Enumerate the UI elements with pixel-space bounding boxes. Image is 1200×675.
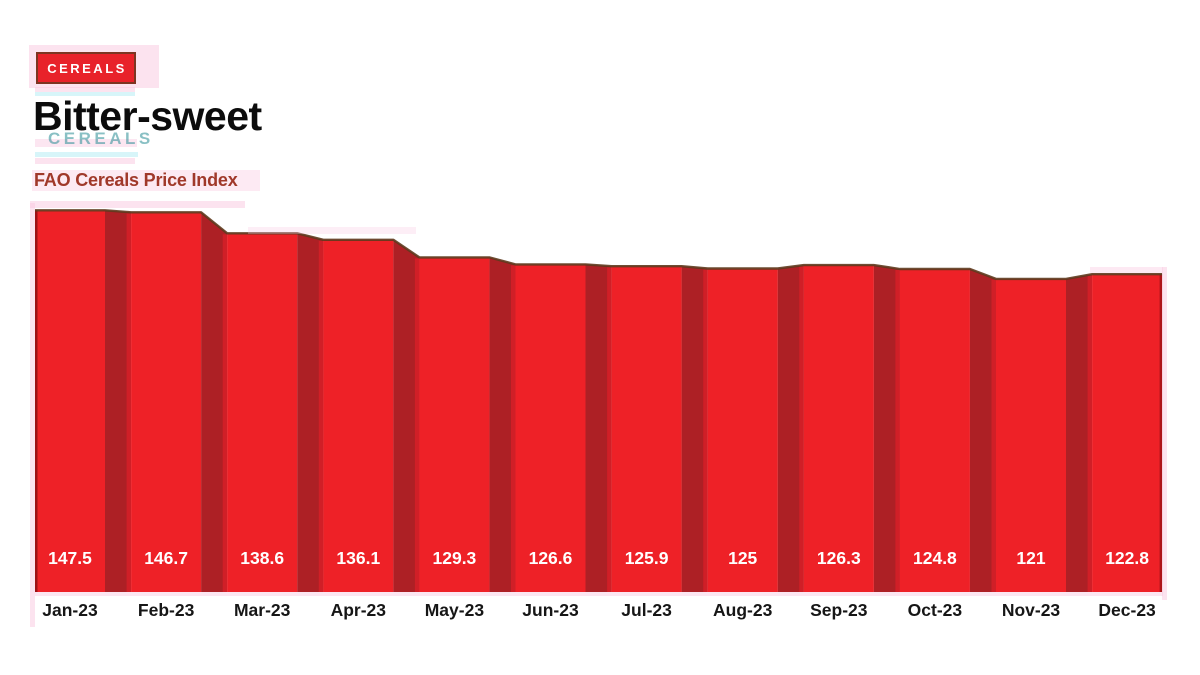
bar-connector [297, 233, 324, 593]
bar-connector [201, 212, 228, 593]
cyan-strip-artifact [35, 152, 138, 157]
x-axis-label: Mar-23 [234, 600, 291, 620]
x-axis-label: Dec-23 [1098, 600, 1156, 620]
pink-strip-artifact [248, 227, 416, 234]
x-axis-label: Aug-23 [713, 600, 773, 620]
category-badge: CEREALS [36, 52, 136, 84]
bar [707, 268, 778, 592]
chart-top-contour [35, 209, 1163, 281]
chart-right-edge [1159, 274, 1163, 592]
bar-value-label: 136.1 [336, 548, 380, 568]
bar-value-label: 121 [1016, 548, 1045, 568]
bar [227, 233, 298, 593]
chart-subtitle: FAO Cereals Price Index [34, 170, 238, 190]
bar-connector [585, 264, 612, 592]
bar-connector [1066, 274, 1093, 592]
pink-strip-artifact [30, 203, 35, 627]
bar-connector [105, 210, 132, 593]
bar [419, 257, 490, 592]
bar-connector [489, 257, 516, 592]
bar [611, 266, 682, 592]
bar [35, 210, 105, 593]
pink-strip-artifact [35, 158, 135, 164]
bar-connector-edge [607, 267, 612, 592]
x-axis-label: Sep-23 [810, 600, 868, 620]
bar-connector-edge [703, 269, 708, 592]
bar [996, 278, 1066, 592]
x-axis-label: Oct-23 [908, 600, 963, 620]
pink-strip-artifact [1162, 267, 1167, 600]
bar-connector-edge [895, 270, 900, 592]
bar-connector-edge [318, 240, 324, 593]
chart-left-edge [35, 210, 38, 593]
pink-strip-artifact [1090, 267, 1163, 273]
bar-connector [873, 265, 900, 592]
bar [899, 269, 970, 592]
x-axis-label: Jan-23 [42, 600, 98, 620]
page-title: Bitter-sweet [33, 93, 262, 139]
bar-connector-edge [799, 266, 804, 592]
bar-connector [969, 269, 996, 592]
bar-connector-edge [126, 213, 132, 593]
bar-value-label: 129.3 [433, 548, 477, 568]
baseline-highlight-artifact [35, 592, 1163, 596]
bar-value-label: 138.6 [240, 548, 284, 568]
bar [131, 212, 202, 593]
bar-value-label: 125 [728, 548, 757, 568]
bar-connector-edge [222, 234, 228, 593]
x-axis-label: Jun-23 [522, 600, 579, 620]
bar-value-label: 125.9 [625, 548, 669, 568]
pink-strip-artifact [30, 201, 245, 208]
bar-connector-edge [991, 279, 996, 592]
subtitle-highlight-artifact [32, 170, 260, 191]
ghost-watermark-text: CEREALS [48, 129, 154, 148]
bar-value-label: 147.5 [48, 548, 92, 568]
bar [515, 264, 586, 592]
x-axis-label: May-23 [425, 600, 485, 620]
bar-connector [777, 265, 804, 592]
pink-strip-artifact [35, 87, 135, 92]
category-badge-label: CEREALS [47, 60, 127, 76]
bar-connector-edge [511, 265, 516, 592]
x-axis-label: Jul-23 [621, 600, 672, 620]
bar-connector-edge [1087, 275, 1093, 592]
bar-connector-edge [414, 258, 420, 592]
cyan-strip-artifact [35, 92, 135, 96]
bar-connector [393, 239, 420, 593]
bar-connector [681, 266, 708, 592]
bar-value-label: 146.7 [144, 548, 188, 568]
bar-value-label: 126.3 [817, 548, 861, 568]
bar [803, 265, 874, 592]
x-axis-label: Apr-23 [331, 600, 387, 620]
bar-value-label: 124.8 [913, 548, 957, 568]
x-axis-label: Nov-23 [1002, 600, 1061, 620]
bar [323, 239, 394, 593]
pink-strip-artifact [35, 139, 137, 147]
bar-value-label: 126.6 [529, 548, 573, 568]
bar [1092, 274, 1163, 592]
x-axis-label: Feb-23 [138, 600, 195, 620]
bar-value-label: 122.8 [1105, 548, 1149, 568]
